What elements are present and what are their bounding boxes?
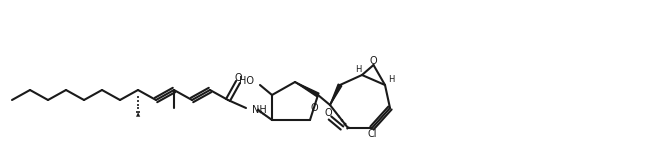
- Text: O: O: [234, 73, 242, 83]
- Text: Cl: Cl: [367, 129, 377, 139]
- Polygon shape: [330, 84, 342, 105]
- Text: O: O: [310, 103, 318, 113]
- Text: O: O: [324, 108, 332, 118]
- Polygon shape: [295, 82, 319, 97]
- Text: NH: NH: [252, 105, 267, 115]
- Text: H: H: [388, 76, 394, 84]
- Text: O: O: [370, 56, 377, 66]
- Text: H: H: [355, 64, 361, 73]
- Text: HO: HO: [239, 76, 254, 86]
- Text: ▲: ▲: [136, 112, 140, 117]
